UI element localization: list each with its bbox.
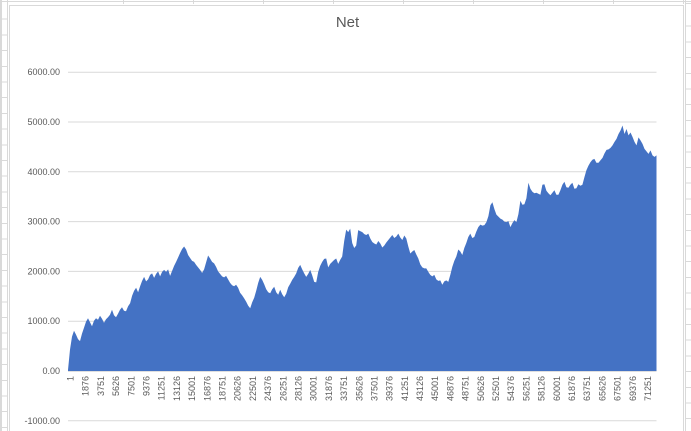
- chart-title: Net: [335, 14, 360, 31]
- chart-object[interactable]: Net: [9, 5, 684, 431]
- spreadsheet-column-gridlines: [0, 0, 691, 4]
- spreadsheet-right-gridlines: [685, 0, 691, 431]
- spreadsheet-left-gridlines: [0, 0, 8, 431]
- spreadsheet-row-gridline: [0, 1, 691, 2]
